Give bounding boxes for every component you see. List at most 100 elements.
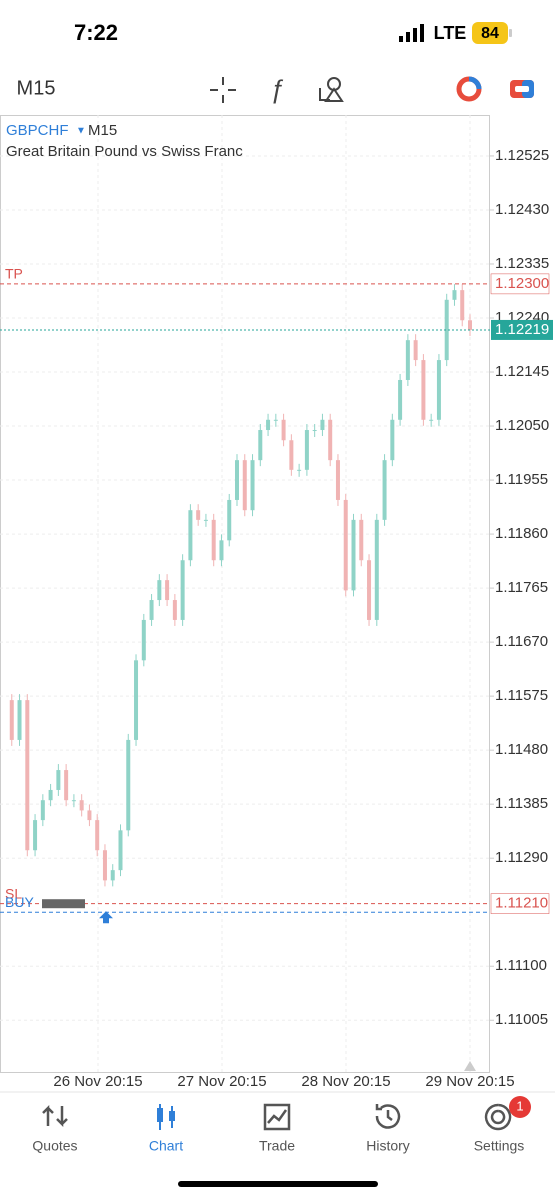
x-tick-label: 27 Nov 20:15 — [177, 1073, 266, 1090]
y-tick-label: 1.12525 — [495, 147, 549, 164]
candle — [79, 800, 84, 811]
candle — [421, 360, 426, 420]
y-tick-label: 1.11480 — [495, 741, 548, 758]
candle — [460, 290, 465, 321]
tab-label[interactable]: Settings — [474, 1138, 525, 1154]
chart — [0, 115, 490, 1073]
candle — [250, 460, 255, 511]
level-price-box — [490, 893, 550, 914]
candle — [48, 789, 53, 801]
candle — [468, 320, 472, 330]
tab-label[interactable]: History — [366, 1138, 410, 1154]
candle — [351, 519, 356, 591]
candle — [235, 460, 239, 500]
candle — [273, 419, 278, 421]
candle — [17, 700, 22, 740]
y-tick-label: 1.11005 — [495, 1011, 548, 1028]
candle — [196, 510, 201, 520]
candle — [188, 510, 193, 561]
status-network: LTE — [434, 23, 467, 43]
y-tick-label: 1.12430 — [495, 201, 549, 218]
candle — [180, 560, 185, 620]
candle — [304, 430, 309, 470]
candle — [242, 460, 247, 511]
candle — [203, 519, 208, 521]
candle — [157, 580, 162, 601]
symbol[interactable]: GBPCHF — [6, 122, 69, 139]
chart-frame — [0, 115, 490, 1073]
candle — [102, 850, 107, 881]
candle — [398, 379, 403, 420]
chart-timeframe: M15 — [88, 122, 117, 139]
candle — [258, 430, 263, 461]
badge-count: 1 — [516, 1098, 523, 1113]
trade-button[interactable] — [510, 80, 534, 98]
y-tick-label: 1.11860 — [495, 525, 548, 542]
candle — [110, 870, 115, 881]
position-volume-bar — [42, 899, 85, 909]
tab-icon[interactable] — [375, 1104, 401, 1129]
symbol-description: Great Britain Pound vs Swiss Franc — [6, 143, 243, 160]
tab-label[interactable]: Chart — [149, 1138, 183, 1154]
battery — [472, 22, 508, 44]
battery-tip — [509, 29, 512, 37]
candle — [87, 810, 92, 821]
candle — [312, 430, 317, 432]
tab-icon[interactable] — [263, 1103, 291, 1131]
y-tick-label: 1.11100 — [495, 957, 547, 974]
candle — [359, 519, 364, 561]
x-tick-label: 28 Nov 20:15 — [301, 1073, 390, 1090]
level-price: 1.12300 — [495, 275, 549, 292]
indicators-button[interactable]: ƒ — [270, 74, 284, 104]
tab-label[interactable]: Quotes — [32, 1138, 77, 1154]
buy-arrow — [99, 911, 113, 924]
y-tick-label: 1.11575 — [495, 687, 548, 704]
candle — [444, 299, 449, 361]
signal-icon — [399, 24, 424, 42]
level-price-box — [490, 273, 550, 295]
timeframe-button[interactable]: M15 — [17, 77, 56, 99]
candle — [382, 460, 387, 520]
current-price: 1.12219 — [495, 321, 549, 338]
y-tick-label: 1.12050 — [495, 417, 549, 434]
candle — [413, 340, 418, 361]
x-tick-label: 26 Nov 20:15 — [53, 1073, 142, 1090]
candle — [266, 419, 271, 431]
battery-level: 84 — [481, 25, 499, 42]
candle — [64, 770, 69, 801]
candle — [452, 290, 457, 300]
account-button[interactable] — [456, 76, 482, 102]
candle — [56, 770, 61, 790]
candle — [95, 820, 100, 851]
tab-label[interactable]: Trade — [259, 1138, 295, 1154]
candle — [281, 419, 286, 441]
level-name: BUY — [5, 894, 34, 910]
candle — [71, 800, 76, 802]
tab-icon[interactable] — [159, 1104, 173, 1130]
plot-area — [0, 115, 494, 1072]
tab-icon[interactable] — [42, 1104, 68, 1128]
y-tick-label: 1.11765 — [495, 579, 548, 596]
candle — [118, 830, 123, 871]
candle — [141, 619, 146, 661]
candle — [211, 519, 216, 561]
candle — [367, 560, 372, 620]
objects-button[interactable] — [319, 77, 344, 102]
bottom-nav: Quotes Chart Trade History Settings 1 — [32, 1096, 531, 1154]
candle — [40, 800, 45, 821]
y-tick-label: 1.11290 — [495, 849, 548, 866]
y-tick-label: 1.11955 — [495, 471, 548, 488]
crosshair-button[interactable] — [210, 77, 236, 103]
home-indicator — [178, 1181, 378, 1187]
y-tick-label: 1.12335 — [495, 255, 549, 272]
candle — [9, 700, 14, 740]
tab-icon[interactable] — [484, 1103, 512, 1131]
candle — [227, 499, 232, 541]
badge — [509, 1096, 531, 1118]
candle — [335, 460, 340, 500]
x-tick-label: 29 Nov 20:15 — [425, 1073, 514, 1090]
candle — [134, 660, 139, 740]
candle — [33, 820, 38, 851]
symbol-dropdown[interactable]: ▼ — [76, 126, 86, 137]
